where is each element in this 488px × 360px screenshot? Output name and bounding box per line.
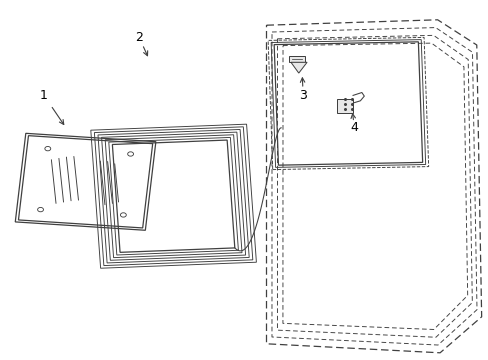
Text: 1: 1 — [40, 89, 48, 102]
Polygon shape — [290, 62, 306, 73]
Bar — [337, 99, 352, 113]
Text: 4: 4 — [350, 121, 358, 134]
Bar — [288, 56, 305, 62]
Text: 3: 3 — [299, 89, 306, 102]
Text: 2: 2 — [135, 31, 143, 44]
